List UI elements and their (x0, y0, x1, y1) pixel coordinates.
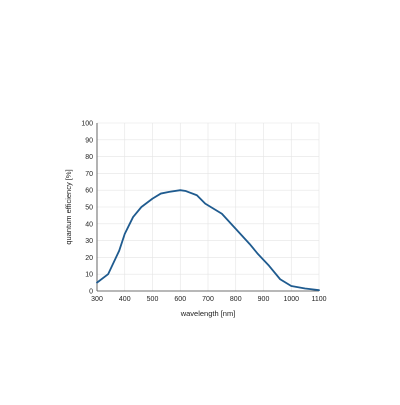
x-tick-label: 800 (230, 296, 242, 303)
y-tick-label: 100 (81, 121, 93, 128)
y-tick-label: 40 (85, 221, 93, 228)
series-group (96, 189, 320, 292)
x-tick-label: 1100 (311, 296, 326, 303)
y-tick-label: 20 (85, 255, 93, 262)
y-tick-label: 0 (89, 289, 93, 296)
axes (96, 123, 319, 292)
x-tick-label: 900 (258, 296, 270, 303)
x-axis-title: wavelength [nm] (180, 309, 236, 318)
y-axis-title: quantum efficiency [%] (64, 169, 73, 244)
x-tick-label: 700 (202, 296, 214, 303)
x-tick-labels: 300 400 500 600 700 800 900 1000 1100 (91, 296, 326, 303)
y-tick-label: 90 (85, 137, 93, 144)
x-tick-label: 500 (147, 296, 159, 303)
y-tick-label: 80 (85, 154, 93, 161)
y-tick-label: 60 (85, 188, 93, 195)
x-tick-label: 600 (174, 296, 186, 303)
x-tick-label: 1000 (283, 296, 299, 303)
y-tick-labels: 0 10 20 30 40 50 60 70 80 90 100 (81, 121, 93, 296)
x-tick-label: 400 (119, 296, 131, 303)
y-tick-label: 50 (85, 205, 93, 212)
y-tick-label: 10 (85, 272, 93, 279)
x-tick-label: 300 (91, 296, 103, 303)
y-tick-label: 70 (85, 171, 93, 178)
y-tick-label: 30 (85, 238, 93, 245)
series-line (96, 189, 320, 292)
